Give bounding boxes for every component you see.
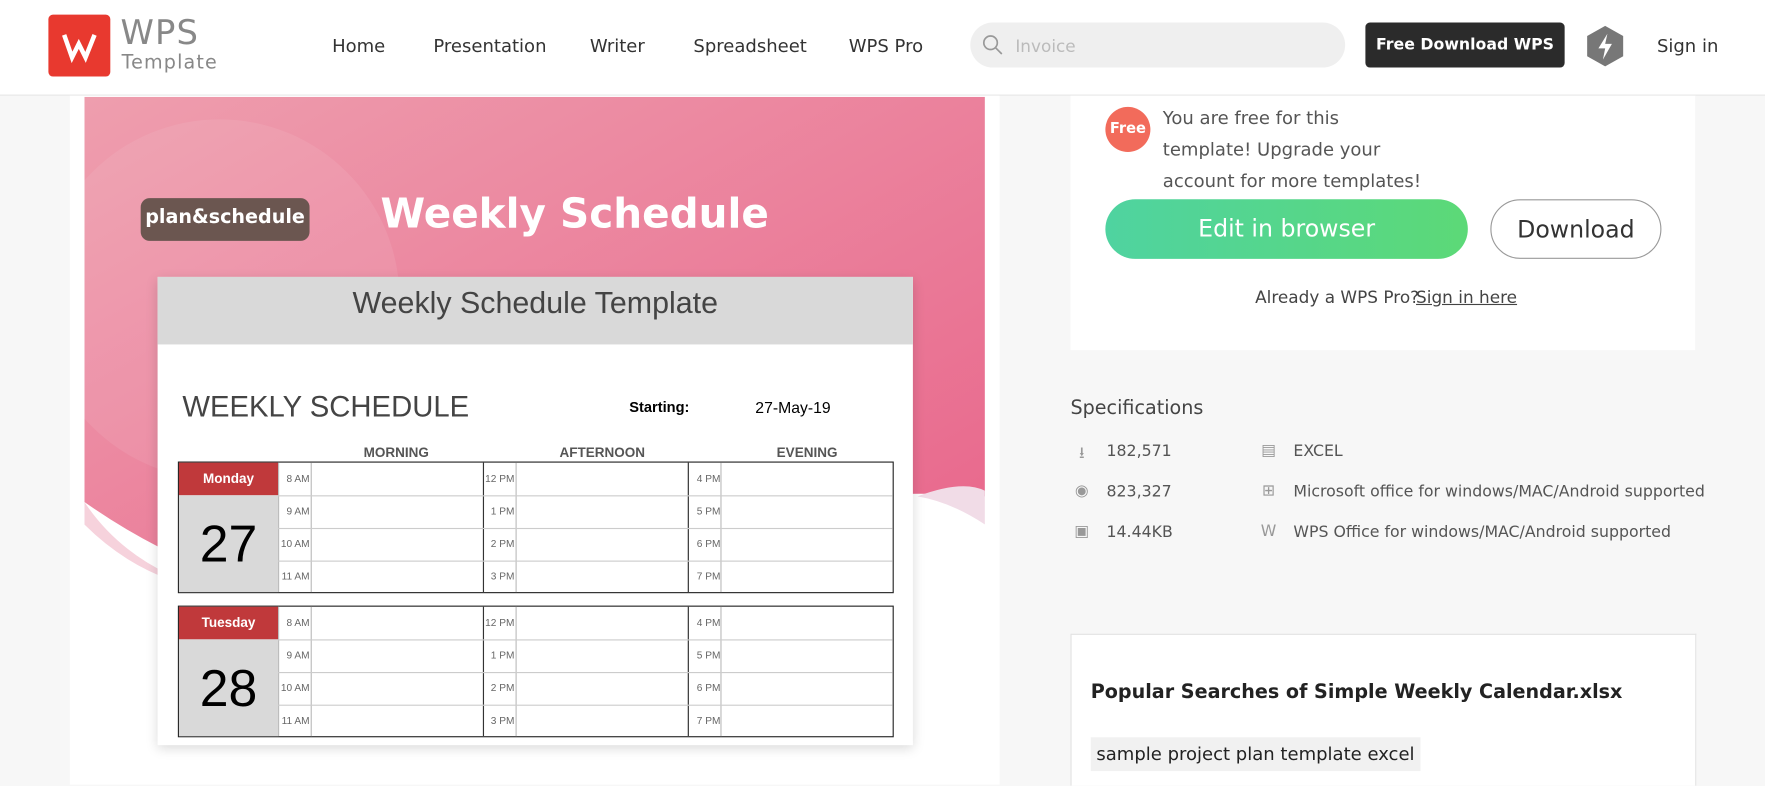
- spec-icon: ◉: [1074, 481, 1089, 500]
- grid-line: [278, 672, 893, 674]
- logo-subtext: Template: [121, 51, 218, 75]
- nav-link[interactable]: WPS Pro: [848, 34, 924, 57]
- nav-link[interactable]: Home: [332, 34, 386, 57]
- grid-line: [482, 462, 485, 593]
- free-badge: Free: [1105, 106, 1151, 152]
- search-icon: [982, 35, 1003, 55]
- logo-icon[interactable]: [48, 14, 111, 77]
- sheet-title: Weekly Schedule Template: [352, 285, 718, 320]
- spec-value: 182,571: [1106, 442, 1172, 461]
- spec-icon: ▤: [1261, 441, 1277, 460]
- grid-line: [278, 639, 893, 641]
- spec-value: WPS Office for windows/MAC/Android suppo…: [1293, 523, 1672, 542]
- sheet-preview: Weekly Schedule Template WEEKLY SCHEDULE…: [157, 276, 913, 746]
- nav-link[interactable]: Spreadsheet: [693, 34, 807, 57]
- grid-line: [720, 462, 722, 593]
- time-label: 2 PM: [490, 682, 515, 694]
- spec-icon: ⊞: [1261, 481, 1276, 500]
- grid-line: [310, 606, 312, 737]
- grid-line: [278, 495, 893, 497]
- time-label: 7 PM: [696, 570, 721, 582]
- grid-line: [515, 462, 517, 593]
- time-label: 9 AM: [286, 649, 310, 661]
- time-label: 1 PM: [490, 649, 515, 661]
- time-label: 6 PM: [696, 682, 721, 694]
- spec-icon: ▣: [1074, 522, 1090, 541]
- spec-value: Microsoft office for windows/MAC/Android…: [1293, 482, 1705, 501]
- time-label: 9 AM: [286, 505, 310, 517]
- sign-in-link[interactable]: Sign in: [1656, 34, 1719, 57]
- day-date: 28: [178, 639, 279, 737]
- time-label: 7 PM: [696, 714, 721, 727]
- grid-line: [310, 462, 312, 593]
- time-label: 3 PM: [490, 570, 515, 582]
- time-label: 10 AM: [280, 538, 310, 550]
- time-label: 8 AM: [286, 472, 310, 485]
- starting-label: Starting:: [629, 398, 690, 416]
- spec-value: EXCEL: [1293, 442, 1343, 461]
- free-message: You are free for this template! Upgrade …: [1162, 106, 1422, 192]
- time-label: 11 AM: [281, 570, 310, 582]
- time-label: 10 AM: [280, 682, 310, 694]
- time-label: 6 PM: [696, 538, 721, 550]
- time-label: 5 PM: [696, 649, 721, 661]
- search-placeholder: Invoice: [1015, 36, 1076, 57]
- grid-line: [515, 606, 517, 737]
- time-label: 12 PM: [485, 616, 515, 629]
- edit-button[interactable]: Edit in browser: [1105, 199, 1468, 259]
- grid-line: [482, 606, 485, 737]
- day-name: Tuesday: [178, 606, 279, 640]
- time-label: 8 AM: [286, 616, 310, 629]
- starting-date: 27-May-19: [755, 398, 831, 417]
- spec-value: 823,327: [1106, 482, 1172, 501]
- popular-title: Popular Searches of Simple Weekly Calend…: [1090, 681, 1623, 704]
- time-label: 4 PM: [696, 472, 721, 485]
- time-label: 1 PM: [490, 505, 515, 517]
- time-label: 5 PM: [696, 505, 721, 517]
- pro-prompt: Already a WPS Pro?: [1255, 287, 1420, 308]
- download-button[interactable]: Download: [1490, 199, 1662, 259]
- grid-line: [278, 462, 280, 593]
- spec-icon: ⭳: [1078, 444, 1085, 463]
- time-label: 4 PM: [696, 616, 721, 629]
- grid-line: [278, 527, 893, 530]
- time-label: 2 PM: [490, 538, 515, 550]
- banner-title: Weekly Schedule: [380, 191, 769, 238]
- logo-text: WPS: [120, 13, 200, 53]
- grid-line: [278, 560, 893, 562]
- column-header: EVENING: [776, 444, 838, 461]
- sheet-header: [157, 276, 913, 345]
- grid-line: [687, 606, 689, 737]
- download-wps-button[interactable]: Free Download WPS: [1365, 22, 1565, 68]
- time-label: 12 PM: [485, 472, 515, 485]
- spec-value: 14.44KB: [1106, 523, 1173, 542]
- time-label: 11 AM: [281, 714, 310, 727]
- grid-line: [278, 704, 893, 706]
- grid-line: [687, 462, 689, 593]
- pro-link[interactable]: Sign in here: [1416, 287, 1518, 308]
- day-date: 27: [178, 495, 279, 593]
- popular-tag[interactable]: sample project plan template excel: [1090, 737, 1421, 772]
- grid-line: [278, 606, 280, 737]
- column-header: MORNING: [363, 444, 429, 461]
- day-name: Monday: [178, 462, 279, 496]
- nav-link[interactable]: Writer: [589, 34, 645, 57]
- specs-title: Specifications: [1070, 397, 1204, 420]
- day-block: Tuesday 28 8 AM 12 PM 4 PM 9 AM 1 PM 5 PM 10 AM 2…: [177, 605, 894, 738]
- schedule-heading: WEEKLY SCHEDULE: [182, 389, 470, 424]
- template-badge: plan&schedule: [140, 198, 310, 241]
- day-block: Monday 27 8 AM 12 PM 4 PM 9 AM 1 PM 5 PM 10 AM 2 …: [177, 461, 894, 594]
- column-header: AFTERNOON: [559, 444, 645, 461]
- grid-line: [720, 606, 722, 737]
- time-label: 3 PM: [490, 714, 515, 727]
- logo-mark: [62, 34, 97, 64]
- spec-icon: W: [1260, 522, 1277, 541]
- pro-icon[interactable]: [1585, 25, 1626, 68]
- search-box[interactable]: Invoice: [970, 22, 1346, 68]
- nav-link[interactable]: Presentation: [433, 34, 547, 57]
